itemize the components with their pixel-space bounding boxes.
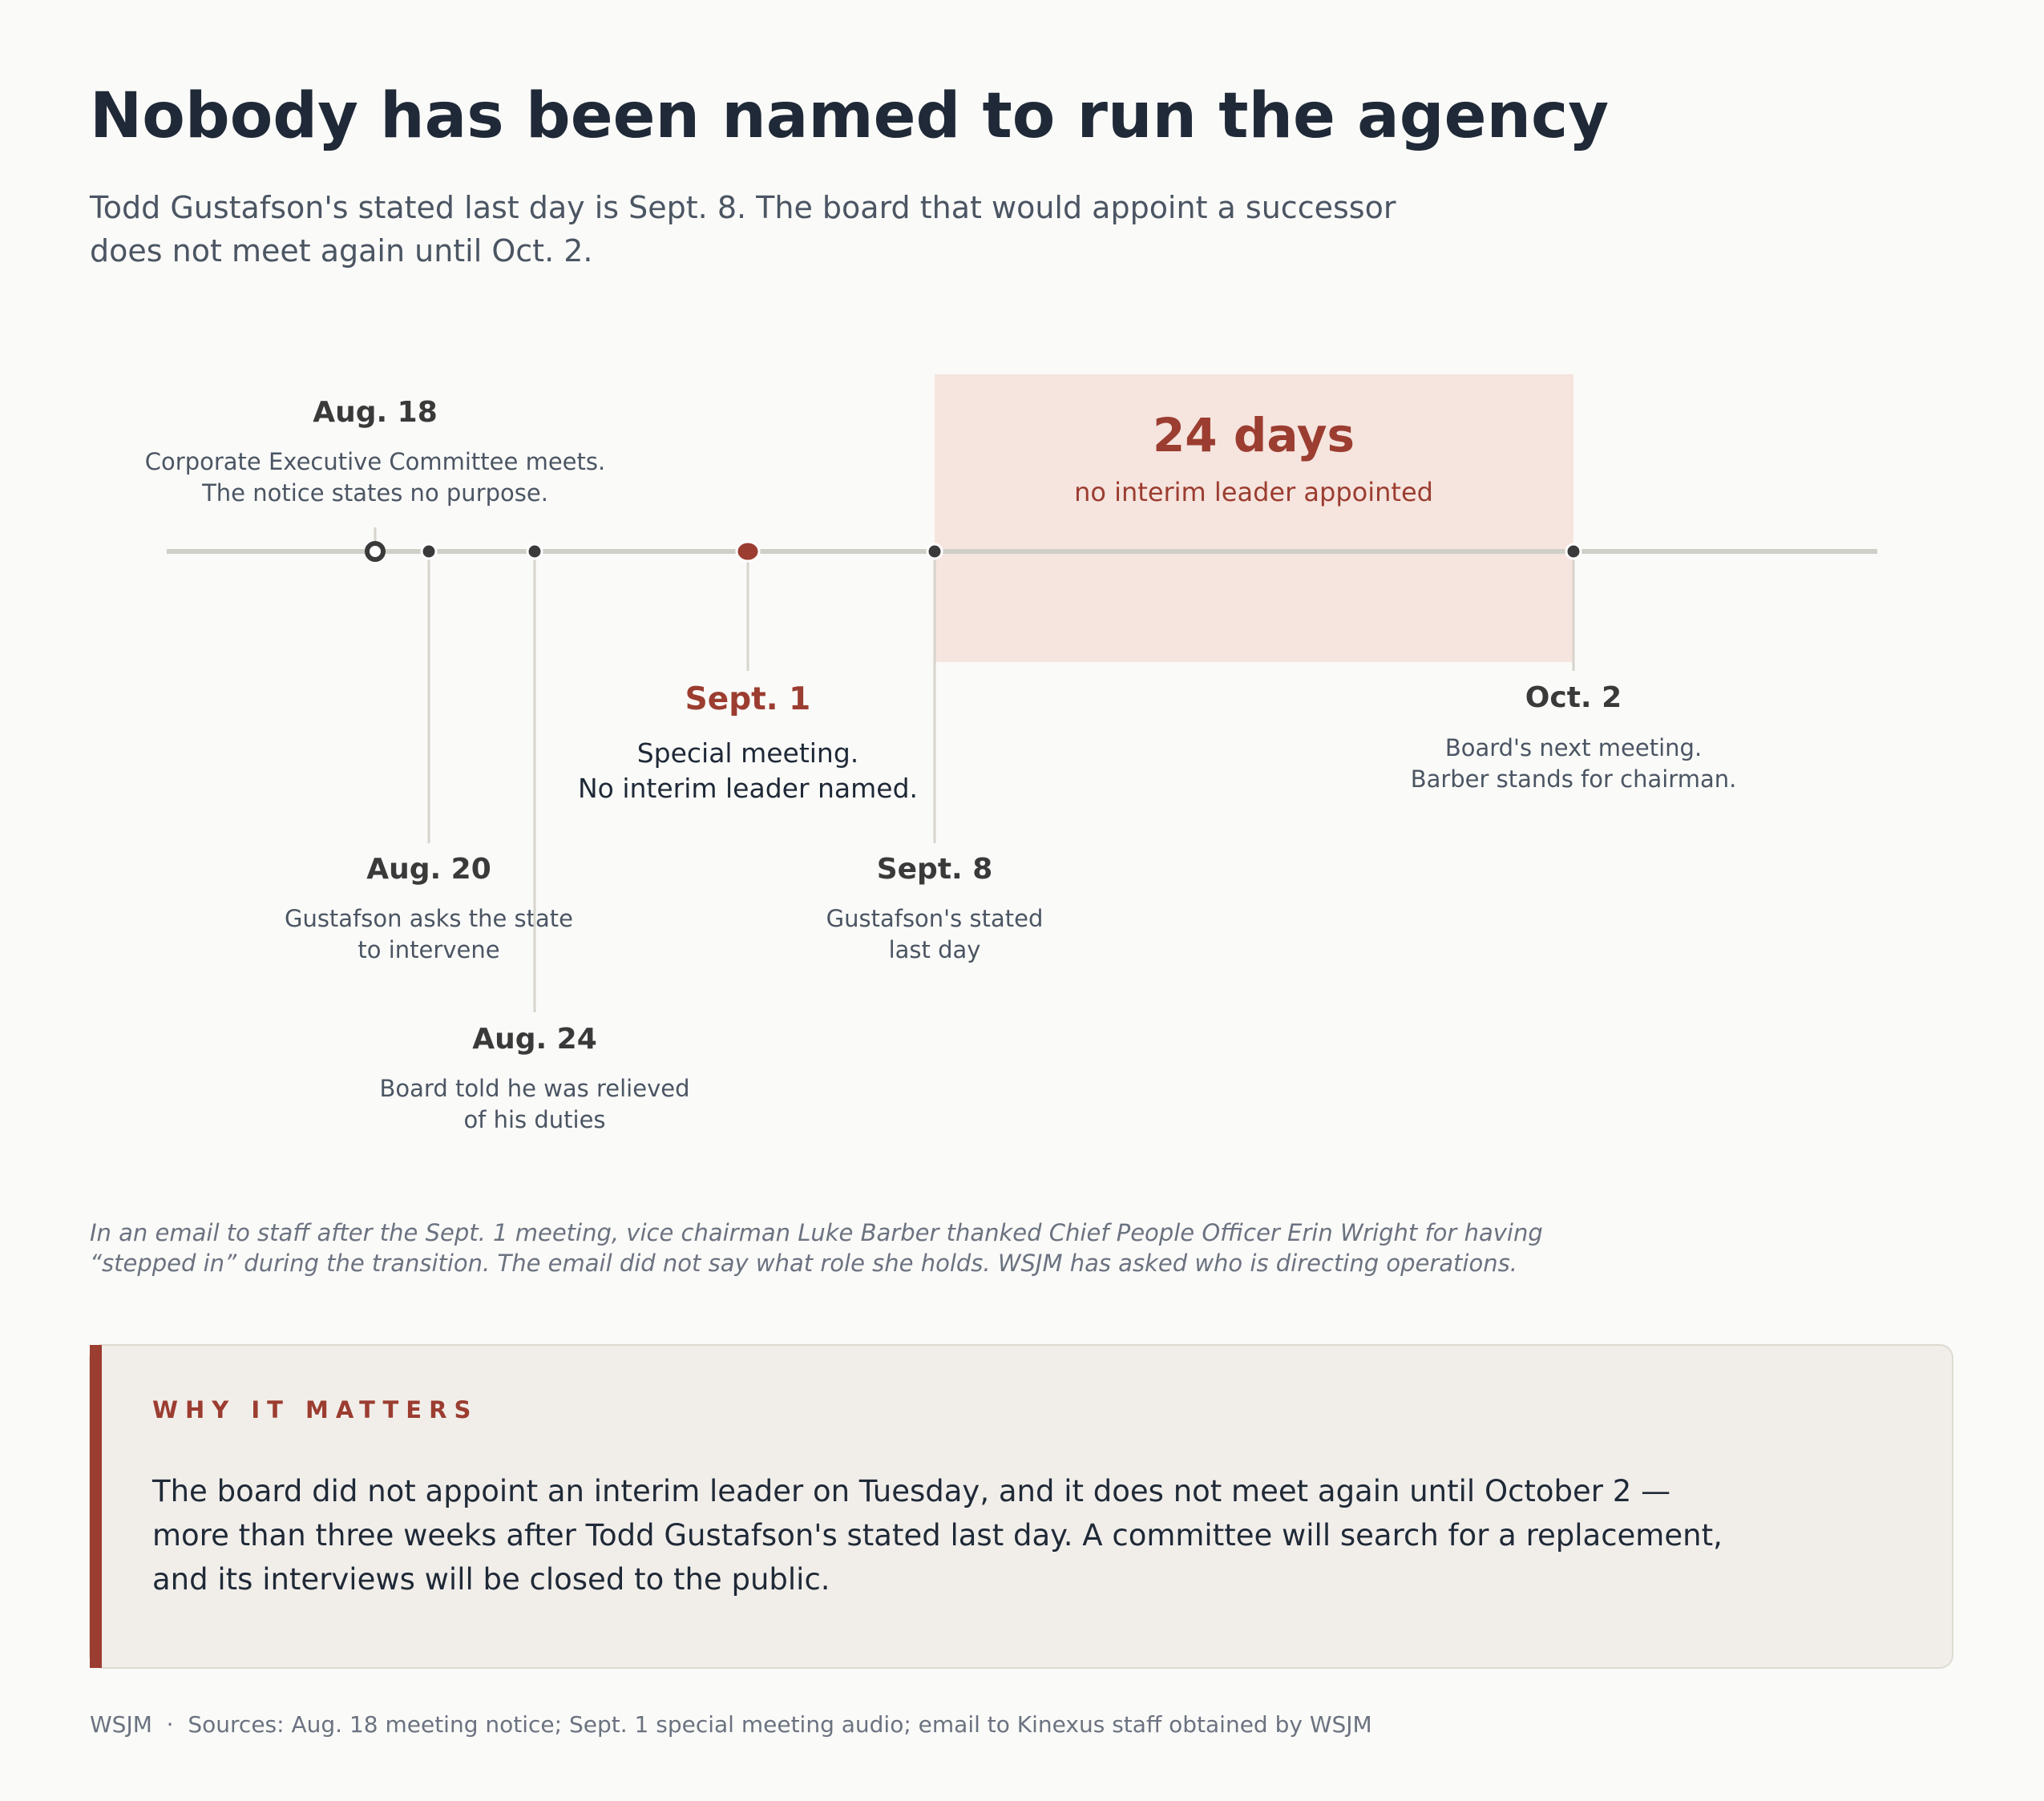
event-dot bbox=[365, 541, 386, 562]
event-description: Gustafson's stated bbox=[826, 905, 1044, 932]
gap-value: 24 days bbox=[1153, 408, 1355, 462]
event-dot bbox=[926, 543, 943, 560]
event-description: Barber stands for chairman. bbox=[1411, 765, 1737, 793]
event-date: Aug. 18 bbox=[313, 396, 438, 429]
gap-label: no interim leader appointed bbox=[1074, 477, 1433, 507]
event-date: Sept. 1 bbox=[685, 681, 811, 717]
event-description: No interim leader named. bbox=[578, 773, 918, 804]
event-date: Aug. 20 bbox=[366, 853, 491, 886]
callout-body: The board did not appoint an interim lea… bbox=[151, 1474, 1670, 1508]
callout-body: more than three weeks after Todd Gustafs… bbox=[152, 1518, 1723, 1553]
event-description: Corporate Executive Committee meets. bbox=[145, 448, 605, 475]
event-description: last day bbox=[889, 936, 981, 963]
callout-heading: WHY IT MATTERS bbox=[152, 1396, 478, 1423]
event-date: Aug. 24 bbox=[472, 1023, 597, 1056]
subtitle: Todd Gustafson's stated last day is Sept… bbox=[89, 190, 1396, 225]
event-description: The notice states no purpose. bbox=[201, 479, 548, 507]
event-description: Board's next meeting. bbox=[1445, 734, 1702, 761]
event-dot bbox=[1565, 543, 1582, 560]
note: In an email to staff after the Sept. 1 m… bbox=[90, 1219, 1543, 1246]
event-dot bbox=[735, 540, 761, 563]
event-date: Oct. 2 bbox=[1525, 681, 1622, 714]
title: Nobody has been named to run the agency bbox=[90, 80, 1609, 152]
subtitle: does not meet again until Oct. 2. bbox=[90, 233, 592, 269]
event-description: Special meeting. bbox=[637, 737, 859, 769]
footer: WSJM · Sources: Aug. 18 meeting notice; … bbox=[90, 1711, 1372, 1738]
event-dot bbox=[526, 543, 543, 560]
event-description: to intervene bbox=[357, 936, 499, 963]
gap-highlight bbox=[935, 374, 1573, 662]
event-dot bbox=[420, 543, 438, 560]
event-date: Sept. 8 bbox=[877, 853, 993, 886]
callout-body: and its interviews will be closed to the… bbox=[152, 1562, 830, 1597]
note: “stepped in” during the transition. The … bbox=[90, 1250, 1517, 1277]
event-description: of his duties bbox=[463, 1106, 605, 1133]
callout-bar bbox=[90, 1345, 102, 1668]
events: Aug. 18 Corporate Executive Committee mee… bbox=[145, 396, 1737, 1133]
event-description: Board told he was relieved bbox=[380, 1075, 690, 1102]
event-description: Gustafson asks the state bbox=[285, 905, 573, 932]
